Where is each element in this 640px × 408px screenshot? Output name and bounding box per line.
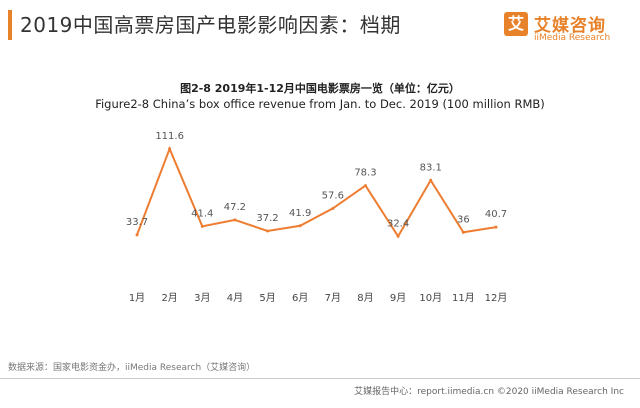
data-label: 57.6 (322, 190, 344, 201)
data-point (461, 230, 465, 234)
logo-subtitle: iiMedia Research (534, 33, 611, 43)
logo-icon: 艾 (504, 12, 528, 36)
data-point (200, 224, 204, 228)
data-label: 33.7 (126, 217, 148, 228)
footer-text: 艾媒报告中心：report.iimedia.cn ©2020 iiMedia R… (354, 387, 624, 397)
data-label: 36 (457, 214, 470, 225)
brand-logo: 艾 艾媒咨询 iiMedia Research (504, 8, 634, 48)
data-label: 37.2 (256, 213, 278, 224)
x-tick-label: 9月 (390, 292, 406, 304)
x-tick-label: 10月 (419, 292, 442, 304)
x-tick-label: 7月 (325, 292, 341, 304)
logo-name: 艾媒咨询 (534, 16, 606, 36)
x-tick-label: 4月 (227, 292, 243, 304)
data-label: 41.4 (191, 208, 213, 219)
x-tick-label: 1月 (129, 292, 145, 304)
x-tick-label: 11月 (452, 292, 475, 304)
data-point (135, 233, 139, 237)
title-accent-bar (8, 10, 12, 40)
series-line (136, 146, 497, 239)
x-tick-label: 12月 (485, 292, 508, 304)
x-tick-label: 5月 (259, 292, 275, 304)
data-label: 40.7 (485, 209, 507, 220)
data-label: 111.6 (155, 131, 184, 142)
data-point (494, 225, 498, 229)
page-title: 2019中国高票房国产电影影响因素：档期 (20, 13, 401, 37)
x-tick-label: 2月 (161, 292, 177, 304)
data-point (168, 147, 172, 151)
data-point (396, 234, 400, 238)
x-tick-label: 6月 (292, 292, 308, 304)
data-point (429, 178, 433, 182)
data-label: 78.3 (354, 168, 376, 179)
chart-title: 图2-8 2019年1-12月中国电影票房一览（单位：亿元） (180, 82, 460, 95)
data-label: 83.1 (420, 162, 442, 173)
data-label: 41.9 (289, 208, 311, 219)
data-point (298, 224, 302, 228)
footer-divider (0, 378, 640, 379)
source-note: 数据来源：国家电影资金办，iiMedia Research（艾媒咨询） (8, 363, 256, 373)
x-tick-label: 8月 (357, 292, 373, 304)
data-point (331, 206, 335, 210)
chart-subtitle: Figure2-8 China’s box office revenue fro… (95, 97, 545, 111)
data-label: 47.2 (224, 202, 246, 213)
data-point (363, 184, 367, 188)
data-point (266, 229, 270, 233)
data-point (233, 218, 237, 222)
data-label: 32.4 (387, 218, 409, 229)
x-tick-label: 3月 (194, 292, 210, 304)
